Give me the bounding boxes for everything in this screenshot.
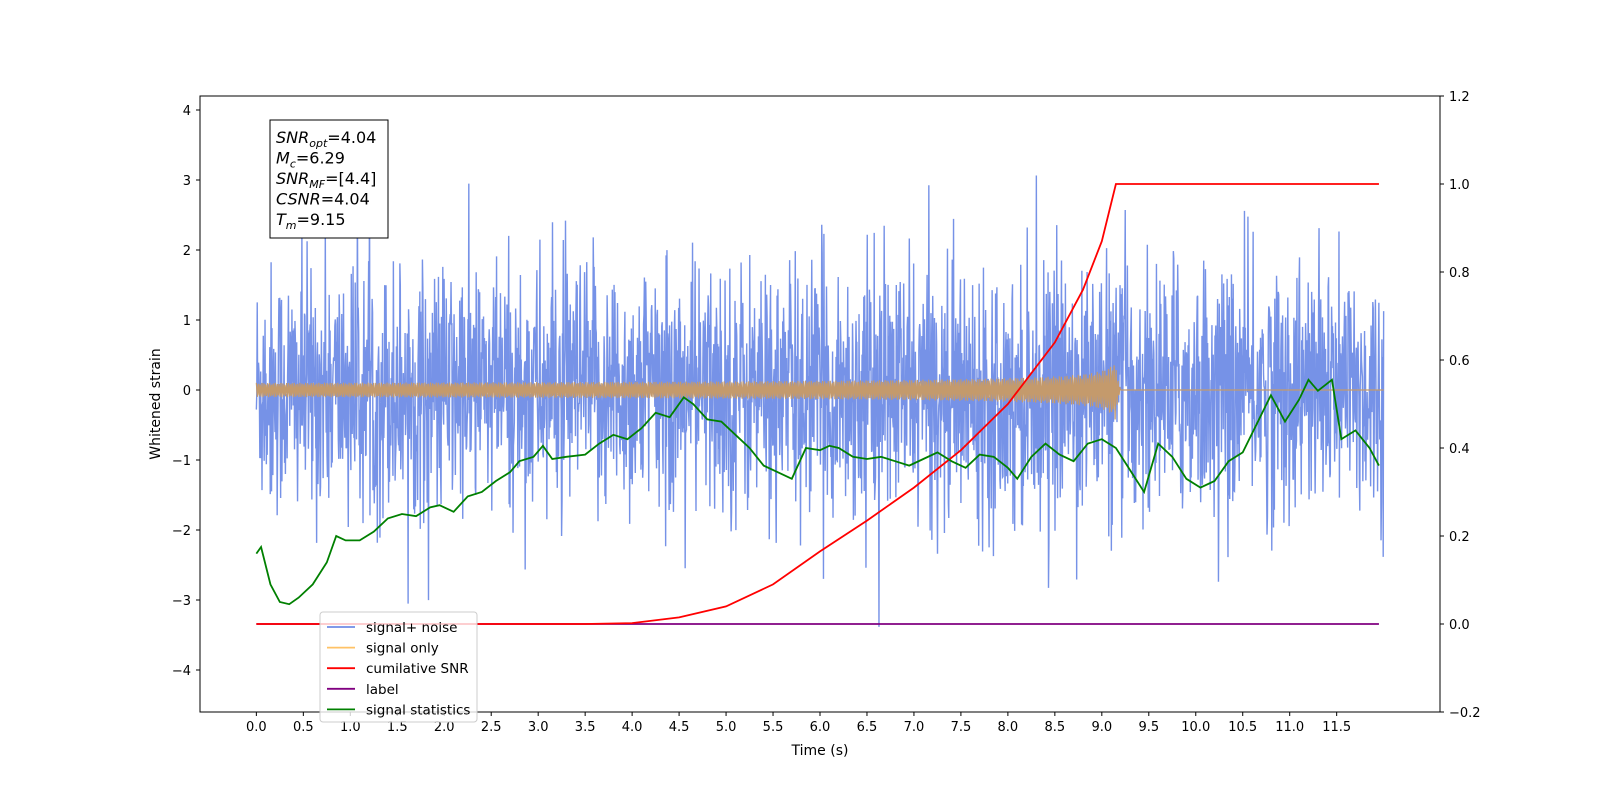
x-tick-label: 2.5 [481,720,502,735]
y-tick-label: 3 [183,174,191,189]
x-tick-label: 11.0 [1275,720,1304,735]
y2-tick-label: 0.8 [1449,266,1470,281]
annotation-symbol: M [276,149,290,168]
x-tick-label: 3.5 [575,720,596,735]
y-tick-label: −4 [172,664,191,679]
signal-only-series [255,365,1384,420]
x-tick-label: 6.5 [857,720,878,735]
x-tick-label: 5.5 [763,720,784,735]
annotation-symbol: SNR [276,169,309,188]
cumilative-snr-line [256,183,1379,625]
x-tick-label: 0.0 [246,720,267,735]
y2-tick-label: 1.0 [1449,178,1470,193]
y-axis-ticks: 4 3 2 1 0 −1 −2 −3 −4 [172,104,200,679]
x-tick-label: 3.0 [528,720,549,735]
y-tick-label: −3 [172,594,191,609]
x-tick-label: 4.0 [622,720,643,735]
x-tick-label: 6.0 [810,720,831,735]
y2-tick-label: 0.6 [1449,354,1470,369]
annotation-value: =[4.4] [325,169,376,188]
annotation-subscript: m [286,219,297,232]
annotation-subscript: c [290,158,296,171]
x-tick-label: 9.5 [1138,720,1159,735]
x-tick-label: 11.5 [1322,720,1351,735]
x-tick-label: 0.5 [293,720,314,735]
annotation-value: =6.29 [296,149,345,168]
annotation-line: Tm=9.15 [276,210,346,232]
x-tick-label: 1.0 [340,720,361,735]
annotation-subscript: opt [309,137,328,150]
signal-noise-line [255,150,1385,627]
signal-only-line [255,365,1384,420]
x-tick-label: 7.5 [951,720,972,735]
annotation-frame [269,119,389,239]
x-tick-label: 10.0 [1181,720,1210,735]
legend-frame [319,611,478,723]
y2-tick-label: 0.2 [1449,530,1470,545]
legend-label: signal statistics [366,702,470,718]
legend-label: signal only [366,641,439,657]
x-axis-label: Time (s) [791,743,849,759]
x-tick-label: 2.0 [434,720,455,735]
signal-statistics-line [255,378,1380,606]
x-tick-label: 7.0 [904,720,925,735]
y-axis-label: Whitened strain [148,348,164,459]
annotation-line: Mc=6.29 [276,149,345,171]
x-tick-label: 10.5 [1228,720,1257,735]
y-tick-label: −2 [172,524,191,539]
annotation-value: =9.15 [297,210,346,229]
x-tick-label: 8.5 [1045,720,1066,735]
x-tick-label: 4.5 [669,720,690,735]
annotation-value: =4.04 [321,190,370,209]
x-axis-ticks: 0.0 0.5 1.0 1.5 2.0 2.5 3.0 3.5 4.0 4.5 5.0 5.5 6.0 6… [246,712,1351,735]
y-tick-label: 2 [183,244,191,259]
x-tick-label: 8.0 [998,720,1019,735]
annotation-symbol: SNR [276,128,309,147]
x-tick-label: 1.5 [387,720,408,735]
legend: signal+ noise signal only cumilative SNR la… [319,611,478,723]
y2-tick-label: 0.4 [1449,442,1470,457]
y2-tick-label: 0.0 [1449,618,1470,633]
annotation-line: SNRMF=[4.4] [276,169,376,191]
legend-label: cumilative SNR [366,661,469,677]
annotation-value: =4.04 [327,128,376,147]
x-tick-label: 9.0 [1091,720,1112,735]
legend-label: label [366,682,399,698]
y-tick-label: −1 [172,454,191,469]
annotation-box: SNRopt=4.04Mc=6.29SNRMF=[4.4]CSNR=4.04Tm… [269,119,389,239]
y2-tick-label: 1.2 [1449,90,1470,105]
legend-label: signal+ noise [366,620,457,636]
y2-tick-label: −0.2 [1449,706,1481,721]
annotation-symbol: CSNR [276,190,321,209]
signal-noise-series [255,150,1385,627]
y2-axis-ticks: 1.2 1.0 0.8 0.6 0.4 0.2 0.0 −0.2 [1440,90,1481,721]
annotation-line: CSNR=4.04 [276,190,370,209]
y-tick-label: 0 [183,384,191,399]
y-tick-label: 4 [183,104,191,119]
annotation-symbol: T [276,210,287,229]
y-tick-label: 1 [183,314,191,329]
annotation-line: SNRopt=4.04 [276,128,376,150]
annotation-subscript: MF [309,178,325,191]
x-tick-label: 5.0 [716,720,737,735]
